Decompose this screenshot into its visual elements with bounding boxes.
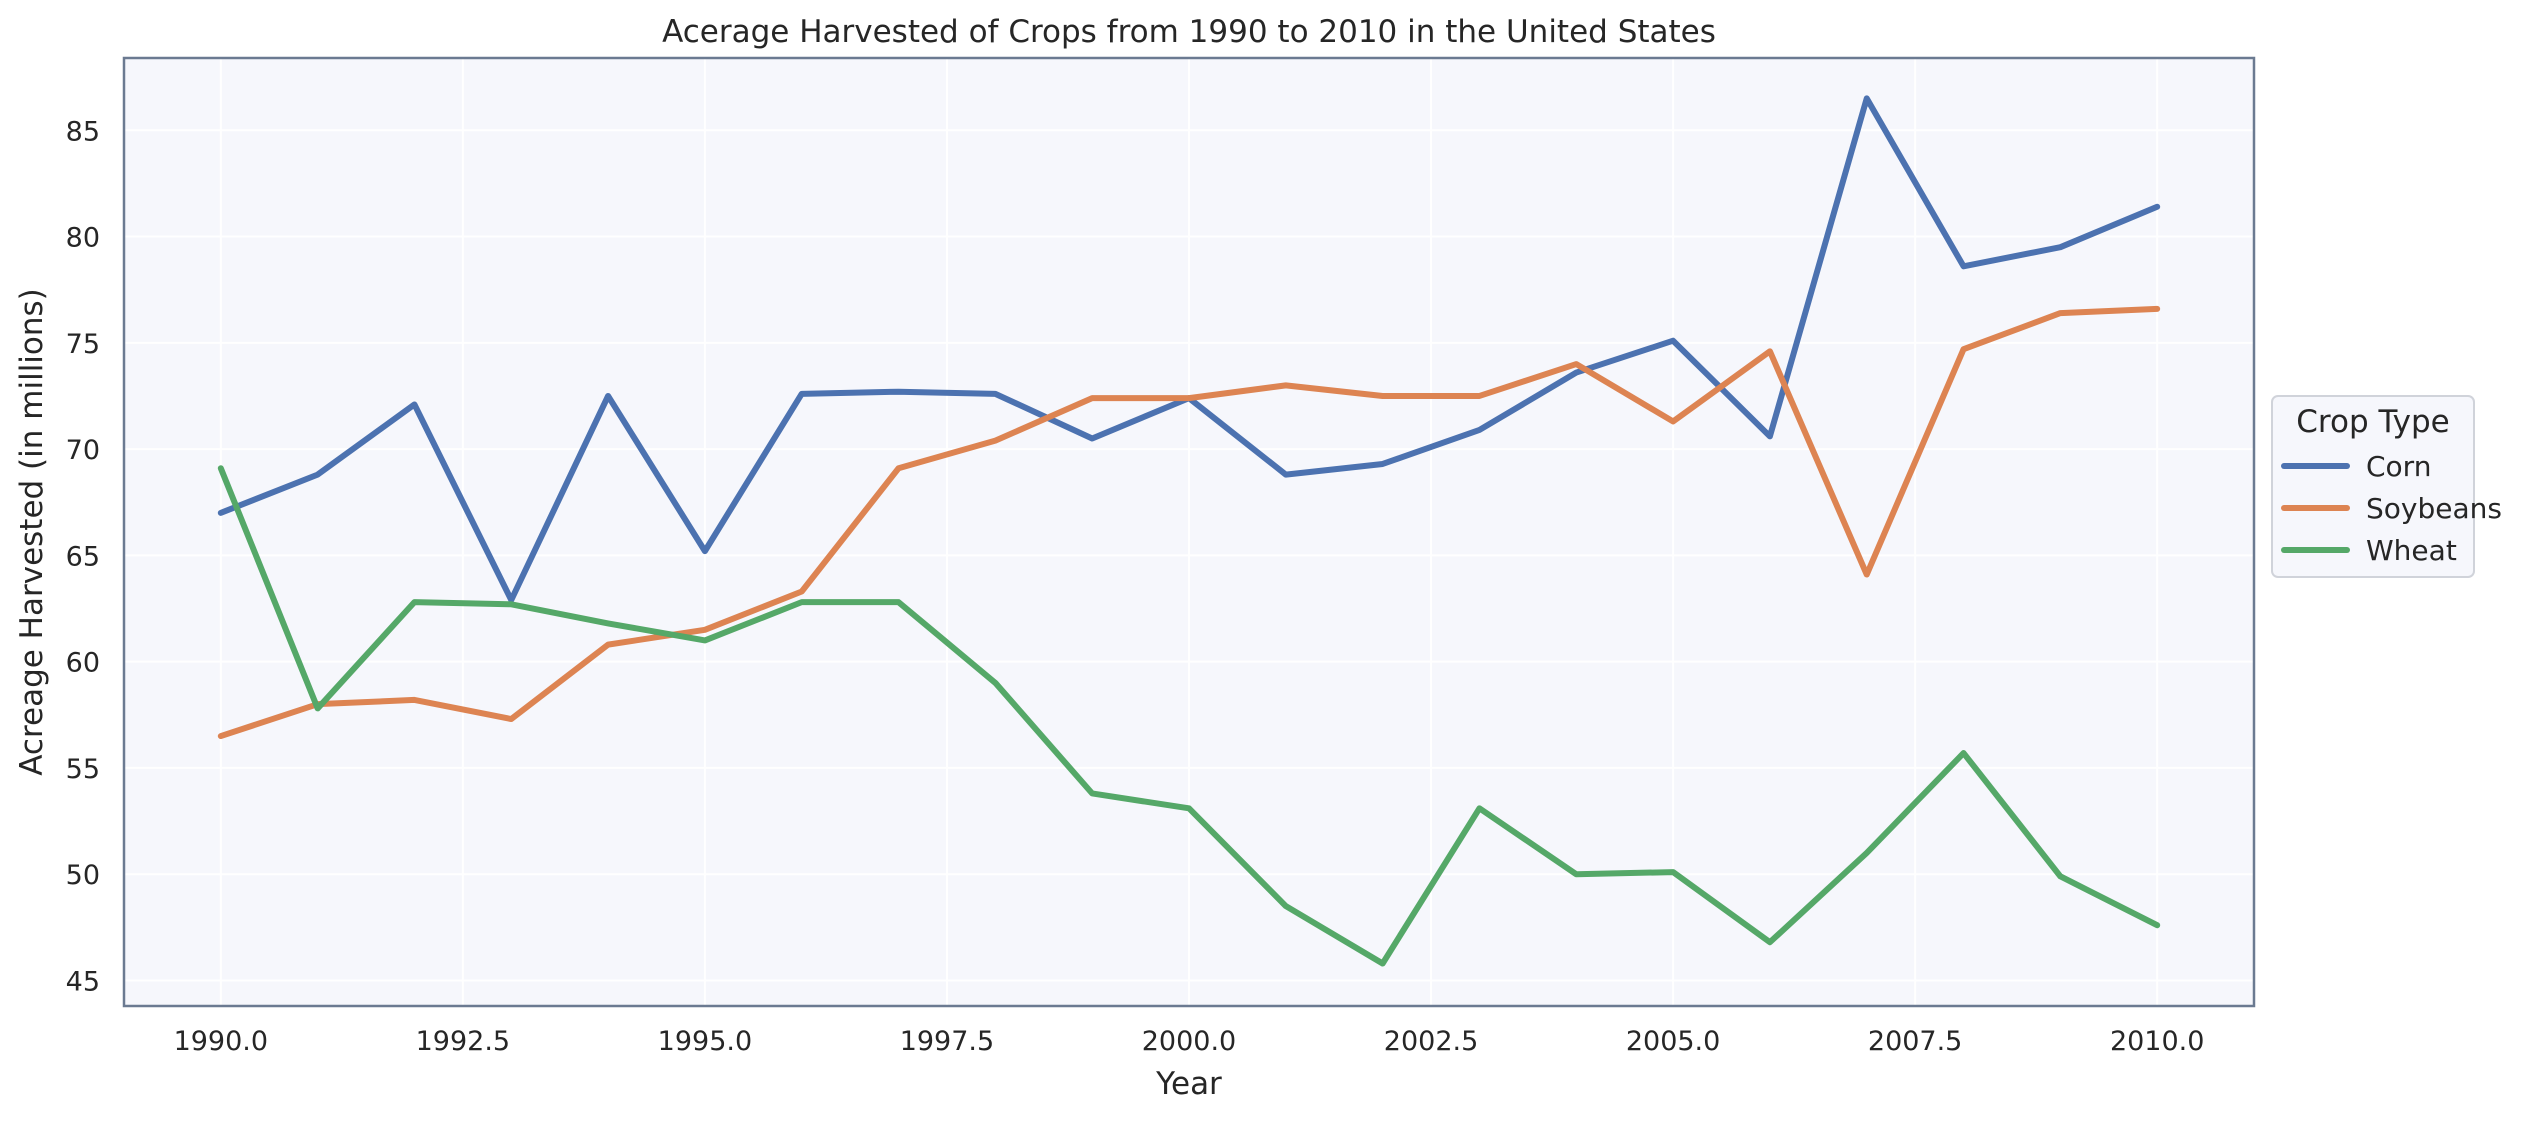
chart-title: Acerage Harvested of Crops from 1990 to … (662, 14, 1716, 50)
y-tick-label: 80 (66, 223, 100, 254)
x-tick-label: 2005.0 (1626, 1026, 1720, 1057)
y-tick-label: 60 (66, 648, 100, 679)
series-lines (217, 95, 2161, 967)
legend-item-wheat: Wheat (2281, 534, 2457, 567)
gridlines (124, 58, 2254, 1006)
legend-label: Wheat (2366, 534, 2457, 567)
legend-label: Soybeans (2366, 492, 2502, 525)
x-tick-label: 2000.0 (1142, 1026, 1236, 1057)
x-axis: 1990.0 1992.5 1995.0 1997.5 2000.0 2002.5 2005… (174, 1026, 2205, 1057)
legend-items: Corn Soybeans Wheat (2281, 450, 2502, 567)
x-tick-label: 2007.5 (1868, 1026, 1962, 1057)
y-tick-label: 85 (66, 116, 100, 147)
legend-item-soybeans: Soybeans (2281, 492, 2502, 525)
y-tick-label: 55 (66, 754, 100, 785)
x-tick-label: 2002.5 (1384, 1026, 1478, 1057)
legend-box (2271, 395, 2475, 578)
x-tick-label: 1997.5 (900, 1026, 994, 1057)
y-axis: 45 50 55 60 65 70 75 80 85 (66, 116, 100, 997)
series-line-soybeans (217, 305, 2161, 740)
legend-item-corn: Corn (2281, 450, 2431, 483)
legend-title: Crop Type (2296, 404, 2449, 440)
plot-frame (122, 56, 2256, 1008)
y-tick-label: 75 (66, 329, 100, 360)
series-line-wheat (217, 465, 2161, 967)
legend-label: Corn (2366, 450, 2431, 483)
y-tick-label: 50 (66, 860, 100, 891)
x-tick-label: 2010.0 (2110, 1026, 2204, 1057)
y-axis-label: Acreage Harvested (in millions) (14, 288, 50, 776)
y-tick-label: 70 (66, 435, 100, 466)
legend: Crop Type Corn Soybeans Wheat (2271, 395, 2502, 578)
x-axis-label: Year (1155, 1066, 1222, 1102)
y-tick-label: 45 (66, 966, 100, 997)
x-tick-label: 1992.5 (416, 1026, 510, 1057)
x-tick-label: 1995.0 (658, 1026, 752, 1057)
x-tick-label: 1990.0 (174, 1026, 268, 1057)
y-tick-label: 65 (66, 541, 100, 572)
